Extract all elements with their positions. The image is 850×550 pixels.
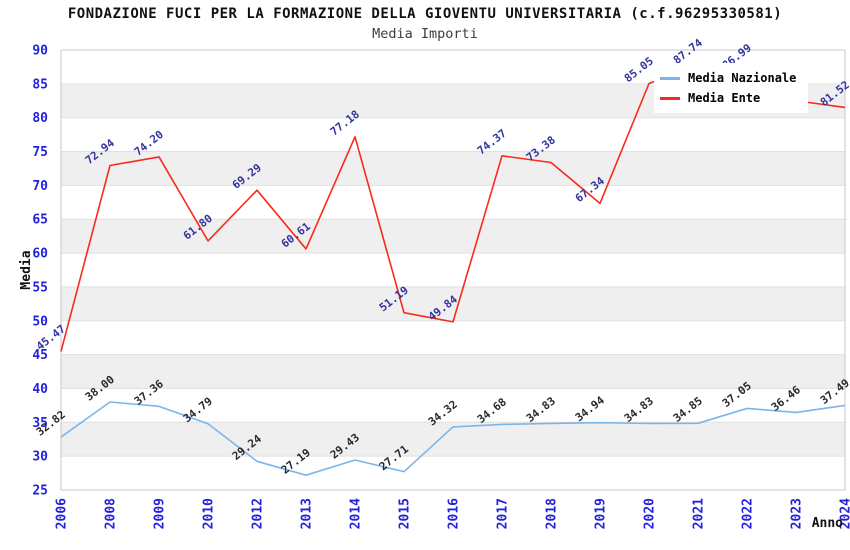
y-tick-label: 30 — [32, 450, 48, 465]
x-tick-label: 2020 — [643, 498, 658, 529]
legend-swatch-media-nazionale — [660, 76, 680, 80]
series-lines — [60, 64, 846, 476]
plot-border — [60, 49, 846, 491]
y-tick-label: 45 — [32, 348, 48, 363]
plot-band — [61, 151, 845, 186]
x-tick-label: 2024 — [839, 498, 850, 529]
data-point-label: 34.94 — [573, 393, 607, 424]
plot-band — [61, 354, 845, 389]
x-axis-tick-labels: 2006 2008 2009 2010 2012 2013 2014 2015 2016 2017… — [55, 498, 850, 529]
legend-item-media-nazionale: Media Nazionale — [660, 68, 802, 88]
plot-bands — [61, 83, 845, 457]
y-tick-label: 60 — [32, 247, 48, 262]
y-tick-label: 90 — [32, 44, 48, 59]
series-line-media-nazionale — [60, 401, 846, 476]
chart-title: FONDAZIONE FUCI PER LA FORMAZIONE DELLA … — [67, 6, 783, 22]
y-tick-label: 55 — [32, 280, 48, 295]
x-axis-title: Anno — [812, 516, 843, 531]
y-tick-label: 25 — [32, 484, 48, 499]
x-tick-label: 2018 — [545, 498, 560, 529]
x-tick-label: 2021 — [692, 498, 707, 529]
x-tick-label: 2017 — [496, 498, 511, 529]
x-tick-label: 2013 — [300, 498, 315, 529]
y-tick-label: 85 — [32, 77, 48, 92]
legend-swatch-media-ente — [660, 96, 680, 100]
y-tick-label: 65 — [32, 213, 48, 228]
y-axis-title: Media — [19, 250, 34, 289]
legend-item-media-ente: Media Ente — [660, 88, 802, 108]
x-tick-label: 2010 — [202, 498, 217, 529]
data-point-label: 34.83 — [524, 394, 558, 425]
x-tick-label: 2006 — [55, 498, 70, 529]
x-tick-label: 2014 — [349, 498, 364, 529]
x-tick-label: 2015 — [398, 498, 413, 529]
legend-label-media-ente: Media Ente — [688, 91, 761, 105]
x-tick-label: 2012 — [251, 498, 266, 529]
y-axis-tick-labels: 25 30 35 40 45 50 55 60 65 70 75 80 85 90 — [32, 44, 48, 499]
y-tick-label: 70 — [32, 179, 48, 194]
x-tick-label: 2023 — [790, 498, 805, 529]
x-tick-label: 2016 — [447, 498, 462, 529]
data-point-label: 34.68 — [475, 395, 509, 426]
data-point-label: 34.83 — [622, 394, 656, 425]
legend-label-media-nazionale: Media Nazionale — [688, 71, 797, 85]
chart-legend: Media Nazionale Media Ente — [654, 63, 808, 113]
x-tick-label: 2022 — [741, 498, 756, 529]
y-tick-label: 50 — [32, 314, 48, 329]
x-tick-label: 2009 — [153, 498, 168, 529]
plot-band — [61, 219, 845, 254]
x-tick-label: 2019 — [594, 498, 609, 529]
plot-band — [61, 286, 845, 321]
y-tick-label: 40 — [32, 382, 48, 397]
data-point-label: 34.85 — [671, 394, 705, 425]
y-tick-label: 35 — [32, 416, 48, 431]
y-tick-label: 80 — [32, 111, 48, 126]
chart-subtitle: Media Importi — [372, 26, 478, 42]
y-tick-label: 75 — [32, 145, 48, 160]
x-tick-label: 2008 — [104, 498, 119, 529]
data-point-label: 85.05 — [622, 54, 656, 85]
